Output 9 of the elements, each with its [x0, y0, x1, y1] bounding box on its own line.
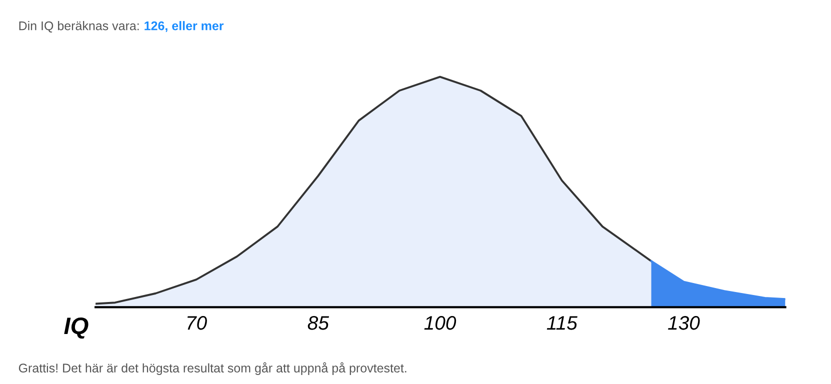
- x-tick-label: 100: [424, 316, 456, 330]
- x-tick-label: 85: [308, 316, 330, 330]
- x-tick-label: 130: [668, 316, 700, 330]
- x-tick-label: 115: [546, 316, 578, 330]
- chart-subtitle: 126, eller mer: [144, 21, 224, 32]
- text: Grattis! Det här är det högsta resultat som går att uppnå på provtestet.: [18, 362, 406, 375]
- chart-title: Din IQ beräknas vara:: [19, 21, 139, 32]
- x-axis-title: IQ: [64, 318, 88, 339]
- x-tick-label: 70: [188, 316, 207, 330]
